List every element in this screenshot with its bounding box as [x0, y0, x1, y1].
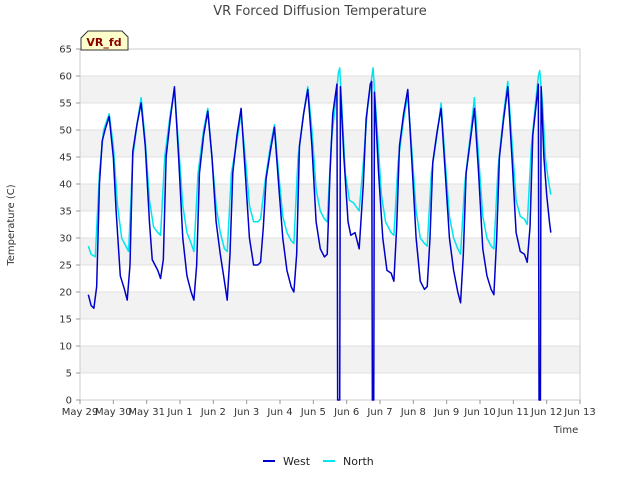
y-tick-label: 60 — [59, 72, 72, 83]
x-tick-label: May 31 — [128, 407, 165, 418]
y-tick-label: 45 — [59, 153, 72, 164]
y-tick-label: 35 — [59, 207, 72, 218]
y-tick-label: 55 — [59, 99, 72, 110]
y-tick-label: 20 — [59, 288, 72, 299]
series-line-north — [87, 67, 552, 258]
x-tick-label: Jun 10 — [463, 407, 496, 418]
x-tick-label: May 30 — [95, 407, 132, 418]
x-tick-label: Jun 12 — [530, 407, 563, 418]
grid-band — [80, 130, 580, 157]
y-tick-label: 30 — [59, 234, 72, 245]
series-layer — [87, 67, 552, 401]
badge-label: VR_fd — [86, 36, 121, 49]
grid-band — [80, 346, 580, 373]
x-tick-label: Jun 13 — [563, 407, 596, 418]
plot-frame — [79, 48, 581, 401]
series-line-west — [87, 80, 552, 401]
badge: VR_fd — [80, 30, 129, 51]
y-tick-label: 65 — [59, 45, 72, 56]
x-axis-label: Time — [553, 425, 578, 436]
legend: West North — [263, 455, 374, 468]
x-tick-label: Jun 9 — [433, 407, 459, 418]
y-tick-label: 25 — [59, 261, 72, 272]
legend-label-west: West — [283, 455, 311, 468]
y-axis: 0 5 10 15 20 25 30 35 40 45 50 55 60 65 — [59, 45, 80, 407]
grid-band — [80, 292, 580, 319]
grid-band — [80, 265, 580, 292]
y-tick-label: 50 — [59, 126, 72, 137]
x-tick-label: Jun 5 — [300, 407, 326, 418]
chart-title: VR Forced Diffusion Temperature — [213, 4, 427, 19]
grid-band — [80, 103, 580, 130]
y-axis-label: Temperature (C) — [6, 184, 17, 266]
x-tick-label: May 29 — [62, 407, 99, 418]
grid-band — [80, 49, 580, 76]
x-tick-label: Jun 8 — [400, 407, 426, 418]
x-tick-label: Jun 3 — [233, 407, 259, 418]
y-tick-label: 10 — [59, 342, 72, 353]
grid-band — [80, 76, 580, 103]
x-tick-label: Jun 11 — [497, 407, 530, 418]
x-tick-label: Jun 7 — [366, 407, 392, 418]
y-tick-label: 5 — [66, 369, 72, 380]
x-tick-label: Jun 2 — [200, 407, 226, 418]
legend-label-north: North — [343, 455, 374, 468]
grid-band — [80, 319, 580, 346]
grid-band — [80, 238, 580, 265]
y-tick-label: 15 — [59, 315, 72, 326]
grid-band — [80, 373, 580, 400]
x-tick-label: Jun 4 — [266, 407, 292, 418]
y-tick-label: 0 — [66, 396, 72, 407]
x-tick-label: Jun 1 — [166, 407, 192, 418]
y-tick-label: 40 — [59, 180, 72, 191]
x-tick-label: Jun 6 — [333, 407, 359, 418]
badge-box — [80, 30, 129, 51]
grid-band — [80, 211, 580, 238]
